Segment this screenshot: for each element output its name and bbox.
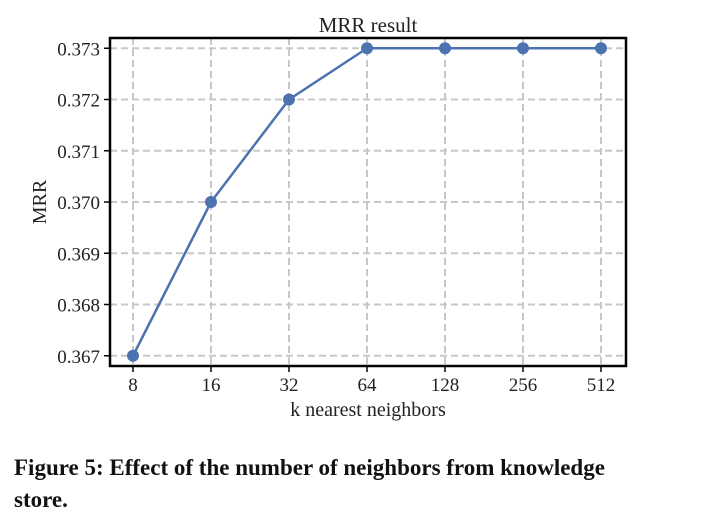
y-tick-label: 0.372	[57, 91, 100, 112]
x-tick-label: 512	[587, 375, 616, 396]
data-point	[517, 42, 529, 55]
data-point	[439, 42, 451, 55]
y-tick-label: 0.373	[57, 39, 100, 60]
data-point	[595, 42, 607, 55]
x-tick-label: 128	[431, 375, 460, 396]
y-tick-label: 0.369	[57, 244, 100, 265]
x-tick-label: 64	[358, 375, 378, 396]
x-tick-label: 8	[128, 375, 138, 396]
x-tick-label: 256	[509, 375, 538, 396]
y-axis-label: MRR	[29, 179, 51, 224]
mrr-line-chart: MRR result 0.367 0.368 0.369 0.370 0.371 0.37…	[29, 13, 628, 421]
x-tick-label: 32	[280, 375, 299, 396]
data-point	[283, 93, 295, 106]
x-axis-label: k nearest neighbors	[290, 399, 446, 421]
figure-caption: Figure 5: Effect of the number of neighb…	[14, 455, 605, 512]
data-point	[361, 42, 373, 55]
chart-title: MRR result	[319, 13, 418, 37]
data-series	[127, 42, 607, 362]
y-tick-label: 0.367	[57, 347, 100, 368]
y-axis-ticks: 0.367 0.368 0.369 0.370 0.371 0.372 0.373	[57, 39, 110, 368]
y-tick-label: 0.370	[57, 193, 100, 214]
y-tick-label: 0.368	[57, 296, 100, 317]
grid-lines	[110, 38, 626, 366]
plot-frame	[108, 36, 628, 368]
data-point	[127, 349, 139, 362]
x-tick-label: 16	[202, 375, 221, 396]
x-axis-ticks: 8 16 32 64 128 256 512	[128, 366, 615, 396]
y-tick-label: 0.371	[57, 142, 100, 163]
data-point	[205, 196, 217, 208]
